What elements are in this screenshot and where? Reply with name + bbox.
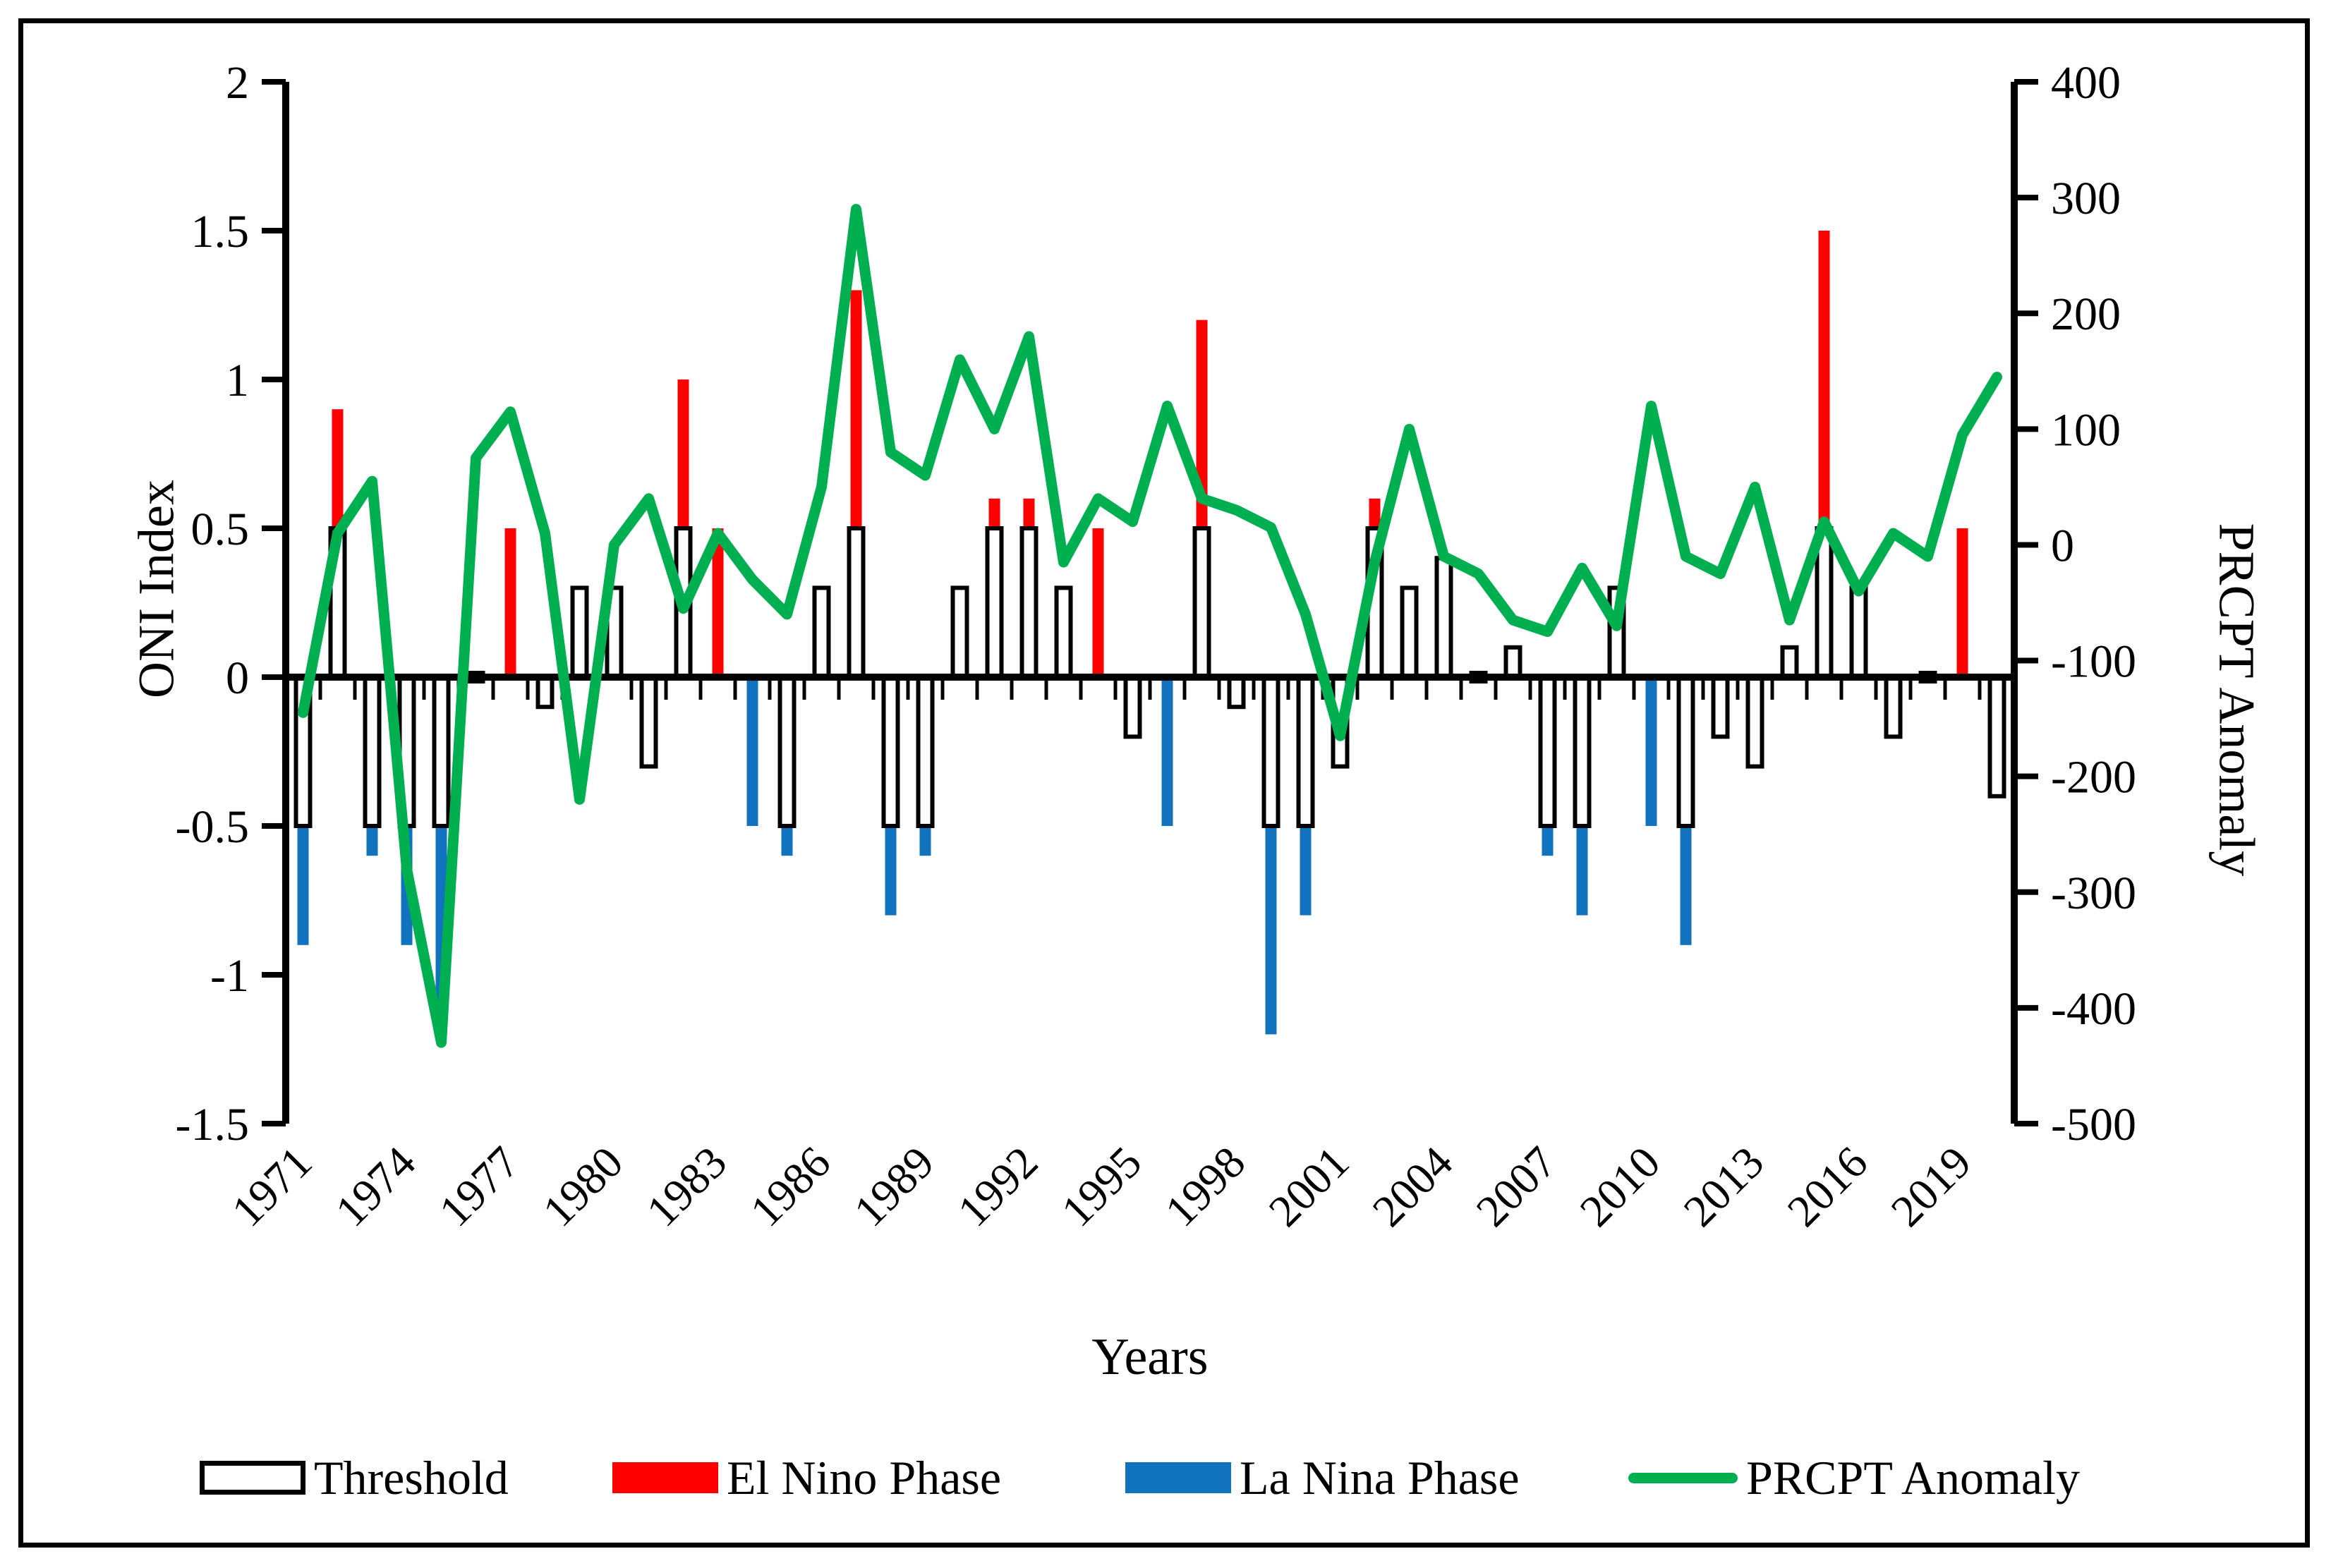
left-axis-tick-label: 1.5 [191, 206, 250, 257]
x-axis-year-label: 1983 [637, 1137, 737, 1236]
x-axis-year-label: 2004 [1363, 1137, 1463, 1236]
x-axis-year-label: 1980 [533, 1137, 633, 1236]
right-axis-title: PRCPT Anomaly [2208, 523, 2265, 877]
right-axis-tick-label: -100 [2051, 636, 2136, 688]
bar-2008-threshold [1573, 675, 1592, 828]
bar-1973-threshold [363, 675, 382, 828]
bar-2016-threshold [1849, 585, 1868, 680]
x-axis-year-label: 2016 [1778, 1137, 1877, 1236]
x-axis-title: Years [1091, 1328, 1209, 1386]
legend-label: Threshold [314, 1451, 509, 1505]
right-axis-tick-label: 100 [2051, 404, 2121, 456]
bar-2004-threshold [1434, 556, 1453, 680]
bar-1981-threshold [639, 675, 658, 769]
bar-1975-threshold [432, 675, 451, 828]
x-axis-year-label: 1986 [741, 1137, 840, 1236]
bar-1999-threshold [1261, 675, 1280, 828]
x-axis-year-label: 1992 [948, 1137, 1048, 1236]
legend-item-prcpt-anomaly: PRCPT Anomaly [1628, 1439, 2080, 1517]
right-axis-tick-label: 400 [2051, 57, 2121, 109]
left-axis-tick-label: 0.5 [191, 504, 250, 555]
bar-1995-threshold [1123, 675, 1142, 739]
bar-1986-threshold [812, 585, 831, 680]
bar-2003-threshold [1400, 585, 1419, 680]
legend-swatch-box [612, 1462, 718, 1493]
legend-label: La Nina Phase [1240, 1451, 1520, 1505]
bar-1978-threshold [535, 675, 555, 710]
right-axis-tick-label: -500 [2051, 1099, 2136, 1150]
right-axis-tick-label: 300 [2051, 173, 2121, 224]
left-axis-title: ONI Index [128, 480, 185, 698]
right-axis-tick-label: -300 [2051, 868, 2136, 919]
bar-1992-threshold [1019, 526, 1039, 679]
legend-label: El Nino Phase [727, 1451, 1002, 1505]
right-axis-tick-label: 0 [2051, 520, 2074, 571]
legend-swatch-box [200, 1461, 305, 1495]
legend-swatch-line [1628, 1472, 1738, 1483]
right-axis-tick-label: 200 [2051, 288, 2121, 340]
x-axis-year-label: 2007 [1467, 1137, 1566, 1236]
right-axis-tick-label: -200 [2051, 752, 2136, 803]
bar-1997-threshold [1192, 526, 1211, 679]
legend-item-el-nino-phase: El Nino Phase [612, 1439, 1001, 1517]
bar-2019-elnino [1956, 528, 1968, 677]
x-axis-year-label: 2013 [1674, 1137, 1774, 1236]
bar-1994-elnino [1092, 528, 1104, 677]
bar-1977-elnino [504, 528, 516, 677]
bar-1984-lanina [746, 677, 758, 826]
chart-legend: Threshold El Nino Phase La Nina Phase PRCPT… [0, 1439, 2331, 1517]
x-axis-year-label: 1989 [844, 1137, 944, 1236]
bar-2014-threshold [1780, 645, 1799, 679]
left-axis-tick-label: 0 [226, 652, 249, 704]
bar-1988-threshold [881, 675, 900, 828]
bar-1979-threshold [570, 585, 589, 680]
bar-2006-threshold [1503, 645, 1522, 679]
x-axis-year-label: 2010 [1570, 1137, 1670, 1236]
left-axis-tick-label: -0.5 [176, 801, 249, 853]
left-axis-tick-label: 2 [226, 57, 249, 109]
bar-1983-elnino [712, 528, 724, 677]
legend-item-threshold: Threshold [200, 1439, 509, 1517]
bar-1990-threshold [950, 585, 969, 680]
prcpt-anomaly-line [298, 204, 2002, 1048]
bar-1991-threshold [985, 526, 1004, 679]
x-axis-year-label: 2019 [1882, 1137, 1981, 1236]
bar-1996-lanina [1161, 677, 1173, 826]
x-axis-year-label: 1974 [326, 1137, 425, 1236]
left-axis-tick-label: 1 [226, 355, 249, 406]
bar-1998-threshold [1227, 675, 1246, 710]
x-axis-year-label: 1995 [1052, 1137, 1151, 1236]
x-axis-year-label: 2001 [1259, 1137, 1359, 1236]
right-axis-tick-label: -400 [2051, 983, 2136, 1035]
bar-2013-threshold [1745, 675, 1764, 769]
bar-2010-lanina [1645, 677, 1657, 826]
bar-1989-threshold [916, 675, 935, 828]
left-axis-tick-label: -1 [210, 950, 249, 1002]
bar-1987-threshold [847, 526, 866, 679]
bar-2020-threshold [1987, 675, 2006, 798]
bar-2011-threshold [1676, 675, 1695, 828]
x-axis-year-label: 1977 [430, 1137, 529, 1236]
legend-item-la-nina-phase: La Nina Phase [1125, 1439, 1520, 1517]
x-axis-year-label: 1971 [222, 1137, 322, 1236]
legend-swatch-box [1125, 1462, 1231, 1493]
x-axis-year-label: 1998 [1156, 1137, 1255, 1236]
bar-2012-threshold [1711, 675, 1730, 739]
bar-2000-threshold [1296, 675, 1315, 828]
left-axis-tick-label: -1.5 [176, 1099, 249, 1150]
bar-1993-threshold [1054, 585, 1073, 680]
bar-2017-threshold [1884, 675, 1903, 739]
bar-1985-threshold [777, 675, 797, 828]
legend-label: PRCPT Anomaly [1746, 1451, 2080, 1505]
bar-2007-threshold [1538, 675, 1557, 828]
